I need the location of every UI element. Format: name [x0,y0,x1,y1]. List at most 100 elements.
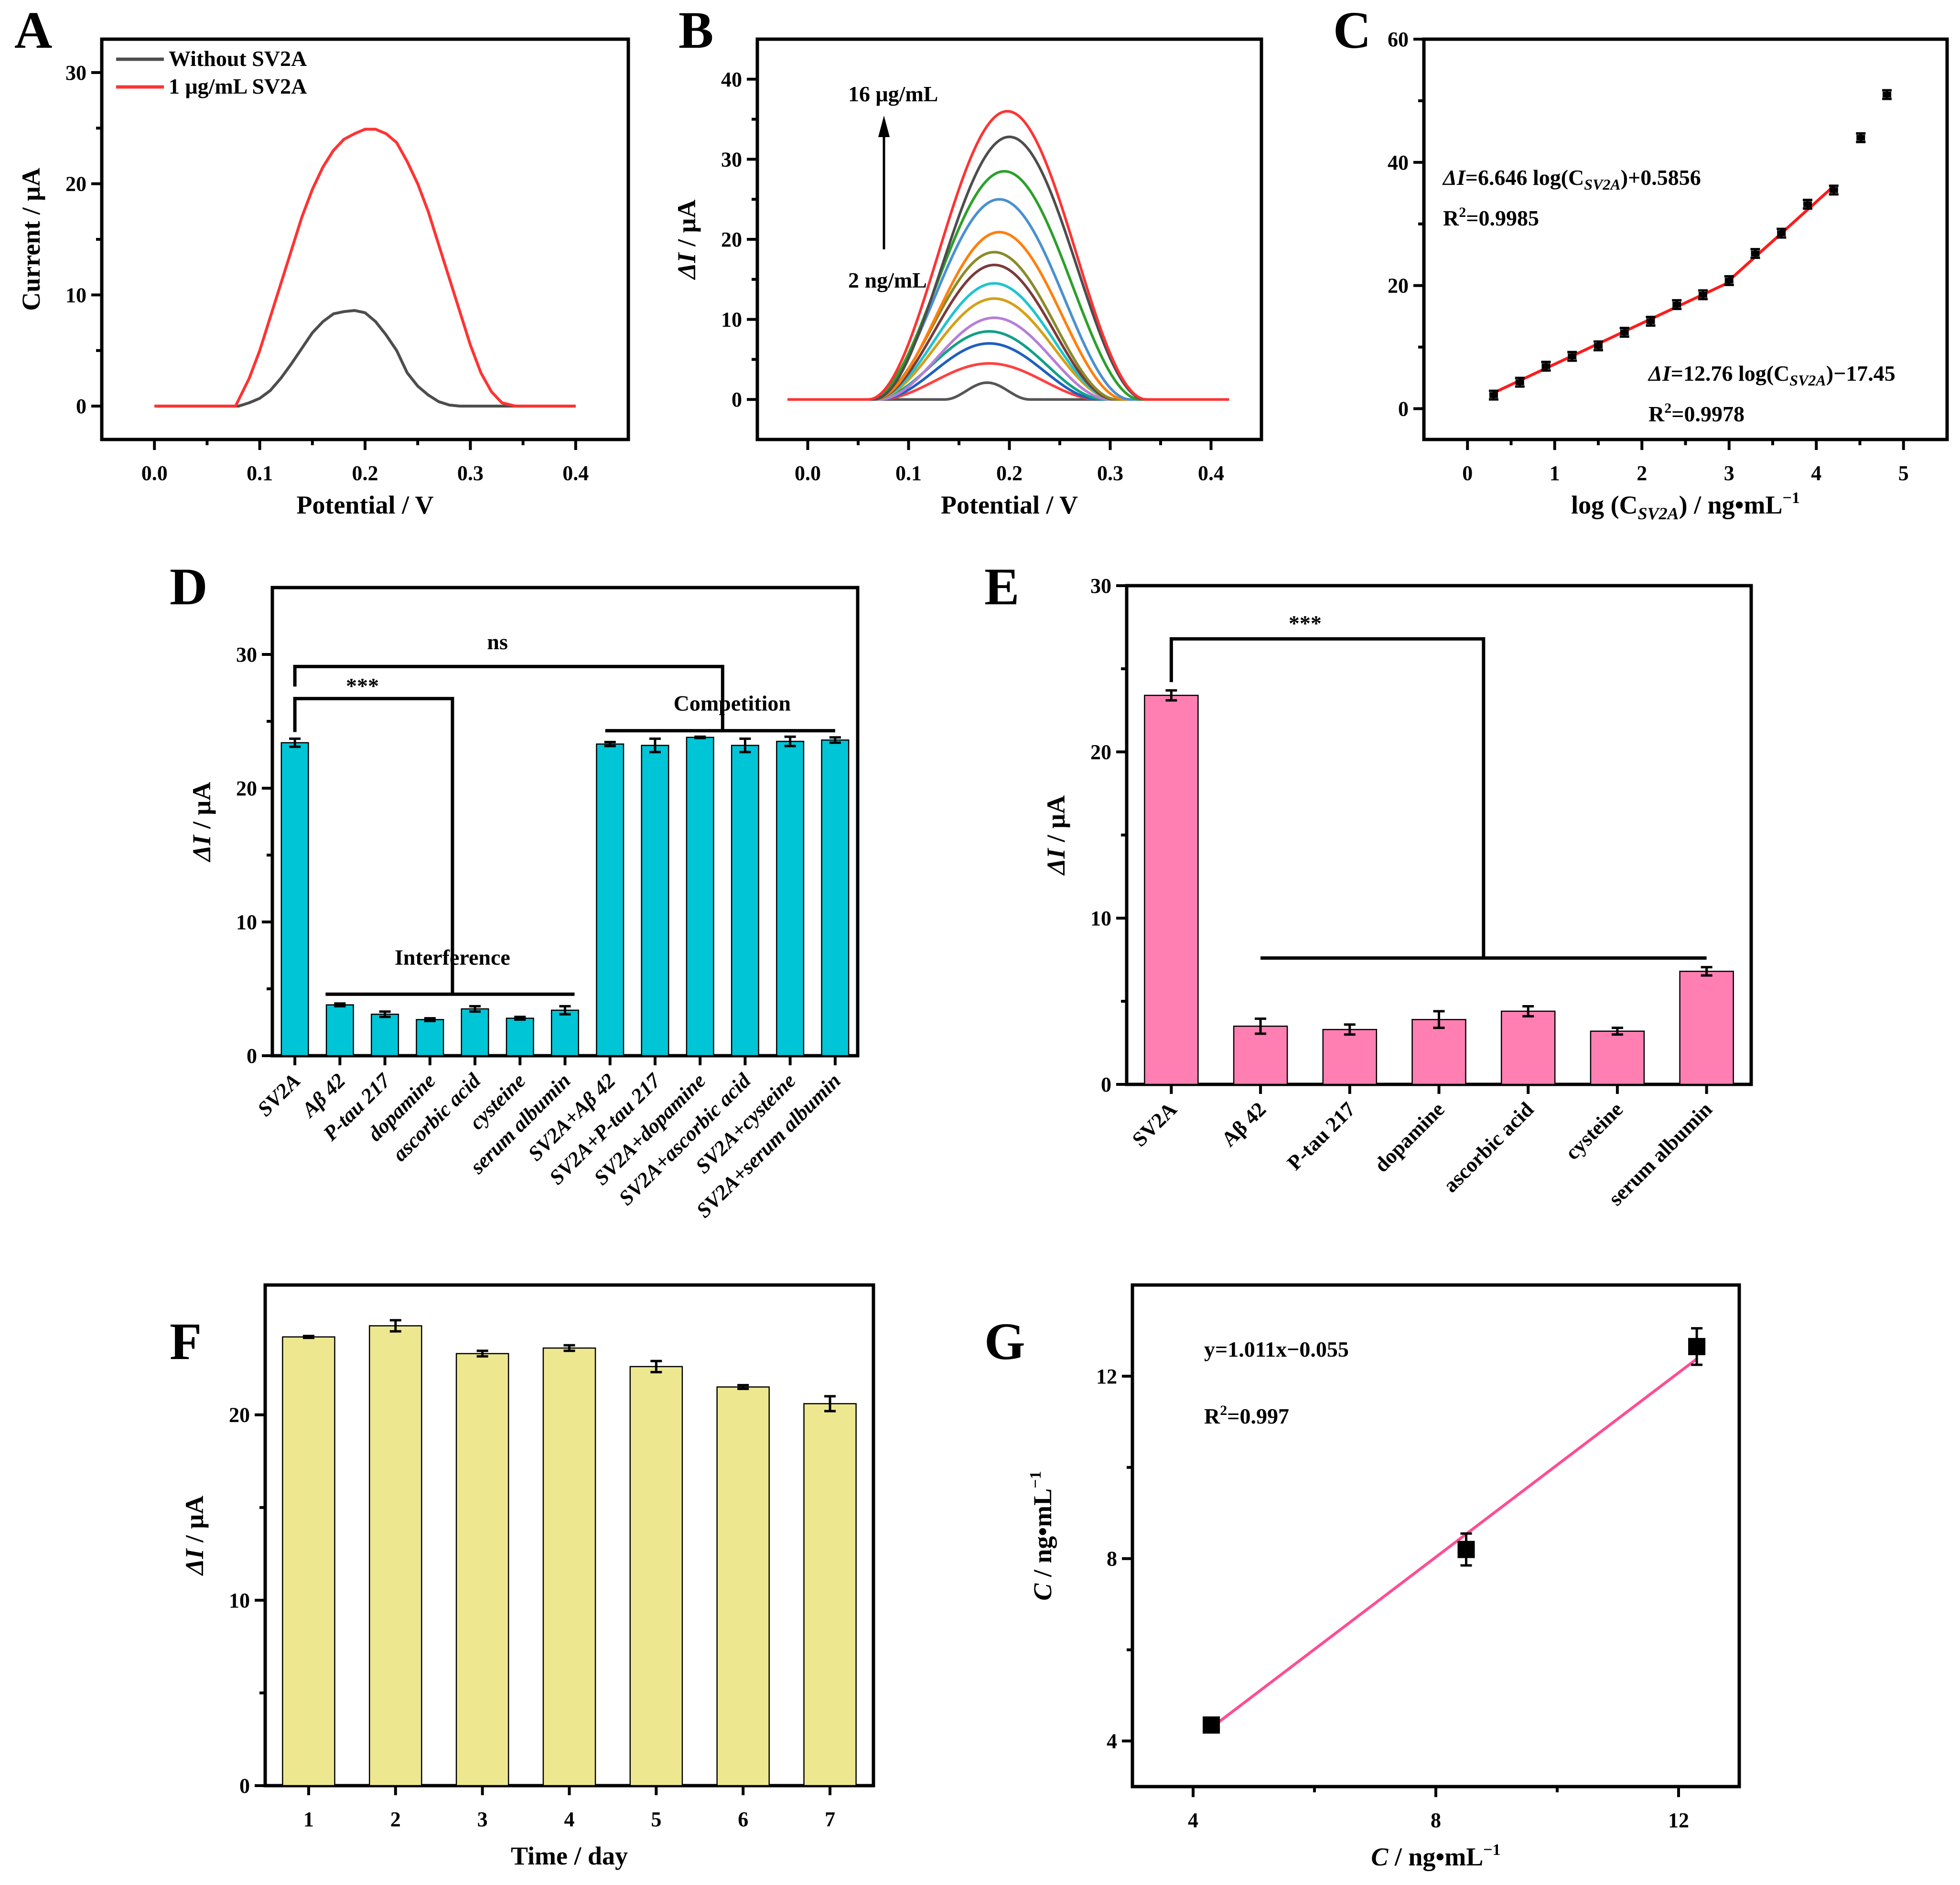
x-tick-label: 0.1 [247,461,273,485]
x-title-b: ) / ng•mL [1679,491,1783,519]
y-tick-label: 20 [721,228,742,251]
x-category-label: SV2A [1128,1097,1182,1151]
data-point [1883,92,1892,98]
panel-letter-b: B [678,1,713,59]
y-tick-label: 20 [229,1403,250,1427]
x-tick-label: 0.4 [1198,461,1224,485]
panel-letter-d: D [170,557,207,616]
y-axis-title-symbol: ΔI [180,1548,209,1576]
y-axis-title: C / ng•mL−1 [1027,1471,1057,1600]
bar [550,1009,580,1057]
y-tick-label: 0 [247,1044,257,1068]
fit-line-1 [1493,281,1730,394]
x-title-sup: −1 [1783,489,1800,507]
panel-letter-g: G [984,1312,1025,1371]
panel-f: F 0 10 20 1 2 3 4 5 6 7 ΔI / μA Time / day [170,1283,875,1870]
y-tick-label: 10 [1090,907,1111,930]
y-tick-label: 20 [236,777,257,800]
plot-frame [100,37,630,441]
data-point [1672,301,1681,308]
plot-frame [270,586,860,1058]
x-axis-title: Potential / V [297,491,434,519]
series-line-2 [787,362,1229,401]
bar [506,1017,534,1057]
r2-label: R [1648,402,1665,426]
bar [1233,1025,1288,1085]
arrow-up-icon [878,116,890,137]
significance-bracket-interference [293,696,454,995]
y-tick-label: 30 [1090,574,1111,598]
r2-sup: 2 [1459,204,1466,220]
data-point [1457,1541,1475,1558]
bar [416,1019,444,1057]
eq-sub: SV2A [1584,176,1620,193]
r2-value: =0.9978 [1671,402,1745,426]
bar [542,1347,596,1787]
x-axis-title: log (CSV2A) / ng•mL−1 [1571,489,1800,523]
bar [803,1403,857,1787]
bar [282,1336,335,1787]
bar [325,1004,354,1057]
significance-bracket [1169,637,1486,958]
x-tick-label: 0.3 [457,461,484,485]
x-category-label: SV2A [253,1069,305,1121]
fit-equation: y=1.011x−0.055 [1204,1337,1349,1361]
y-axis-title: ΔI / μA [180,1496,209,1576]
fit-r2-2: R2=0.9978 [1648,400,1745,426]
x-title-symbol: C [1371,1842,1389,1871]
y-tick-label: 40 [1388,151,1409,174]
eq-tail: )−17.45 [1826,361,1895,386]
bar [641,745,669,1057]
y-tick-label: 0 [1398,397,1409,421]
y-title-symbol: C [1028,1583,1057,1601]
x-title-sub: SV2A [1638,504,1679,523]
data-point [1751,250,1760,257]
bar [280,742,309,1057]
panel-letter-f: F [170,1312,202,1371]
x-tick-label: 0.0 [141,461,168,485]
x-tick-label: 2 [1637,461,1647,485]
data-point [1688,1338,1706,1355]
eq-symbol: ΔI [1442,165,1466,190]
data-point [1699,292,1707,298]
series-line-2 [154,128,576,408]
annotation-high: 16 μg/mL [848,82,938,106]
panel-b: B 0 10 20 30 40 0.0 0.1 0.2 0.3 0.4 16 μg/mL 2 ng/mL… [672,1,1263,519]
y-title-unit: / ng•mL [1028,1489,1057,1584]
panel-letter-c: C [1333,1,1371,59]
y-axis-title-unit: / μA [180,1496,209,1549]
bar [1144,695,1199,1085]
x-tick-label: 0 [1462,461,1473,485]
y-axis-title-symbol: ΔI [1042,847,1070,876]
y-tick-label: 60 [1388,28,1409,51]
y-tick-label: 30 [236,643,257,666]
y-tick-label: 0 [1101,1073,1111,1096]
y-tick-label: 20 [1090,740,1111,764]
x-axis-title: Potential / V [941,491,1078,519]
eq-sub: SV2A [1789,372,1826,389]
plot-frame [755,37,1263,441]
y-tick-label: 10 [236,910,257,934]
eq-body: =12.76 log(C [1671,361,1790,386]
data-point [1203,1716,1220,1734]
x-tick-label: 0.2 [996,461,1023,485]
x-category-label: 7 [825,1808,835,1831]
fit-r2: R2=0.997 [1204,1403,1289,1428]
y-tick-label: 10 [229,1589,250,1612]
data-point [1724,278,1734,284]
data-point [1829,187,1838,193]
y-tick-label: 0 [239,1774,250,1798]
x-axis-title: C / ng•mL−1 [1371,1841,1500,1871]
x-tick-label: 4 [1188,1809,1198,1832]
y-axis-title-unit: / μA [187,782,216,835]
y-tick-label: 30 [65,61,86,85]
y-axis-title-unit: / μA [1042,795,1070,849]
eq-symbol: ΔI [1648,361,1672,386]
x-tick-label: 0.3 [1097,461,1123,485]
eq-tail: )+0.5856 [1621,165,1701,190]
panel-letter-a: A [14,1,52,59]
x-category-label: P-tau 217 [1282,1097,1360,1175]
y-tick-label: 20 [65,172,86,196]
r2-sup: 2 [1220,1403,1227,1418]
